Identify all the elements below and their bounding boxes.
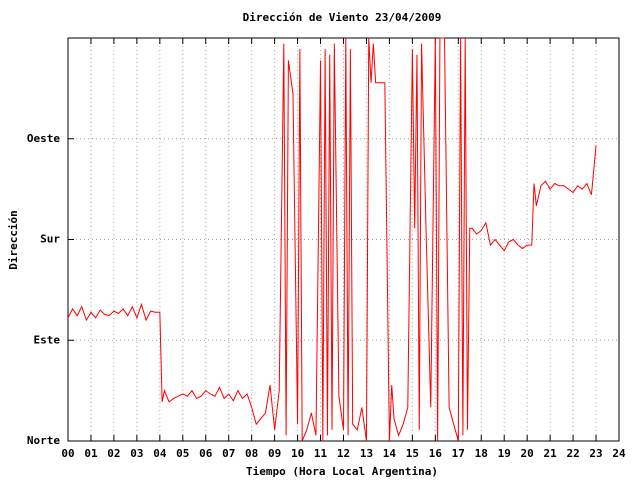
x-tick-label: 01 <box>84 447 98 460</box>
x-tick-label: 09 <box>268 447 281 460</box>
x-tick-label: 04 <box>153 447 167 460</box>
x-tick-label: 02 <box>107 447 120 460</box>
x-tick-label: 14 <box>383 447 397 460</box>
x-tick-label: 24 <box>612 447 626 460</box>
x-tick-label: 17 <box>452 447 465 460</box>
x-tick-label: 12 <box>337 447 350 460</box>
x-tick-label: 11 <box>314 447 328 460</box>
y-tick-label: Oeste <box>27 132 60 145</box>
x-tick-label: 20 <box>521 447 534 460</box>
x-tick-label: 07 <box>222 447 235 460</box>
x-tick-label: 10 <box>291 447 304 460</box>
chart-title: Dirección de Viento 23/04/2009 <box>243 11 442 24</box>
x-tick-label: 16 <box>429 447 443 460</box>
x-tick-label: 19 <box>498 447 511 460</box>
x-tick-label: 08 <box>245 447 258 460</box>
x-tick-label: 15 <box>406 447 419 460</box>
x-axis-label: Tiempo (Hora Local Argentina) <box>246 465 438 478</box>
plot-frame <box>67 37 620 442</box>
y-tick-label: Este <box>34 333 61 346</box>
x-tick-label: 00 <box>61 447 74 460</box>
x-tick-label: 03 <box>130 447 143 460</box>
x-tick-label: 05 <box>176 447 189 460</box>
x-tick-label: 13 <box>360 447 373 460</box>
x-tick-label: 18 <box>475 447 488 460</box>
y-tick-label: Norte <box>27 434 60 447</box>
x-tick-label: 06 <box>199 447 213 460</box>
data-line <box>67 37 597 442</box>
x-tick-label: 23 <box>589 447 602 460</box>
x-tick-label: 22 <box>566 447 579 460</box>
x-tick-label: 21 <box>544 447 558 460</box>
y-tick-label: Sur <box>40 233 60 246</box>
y-axis-label: Dirección <box>7 210 20 270</box>
